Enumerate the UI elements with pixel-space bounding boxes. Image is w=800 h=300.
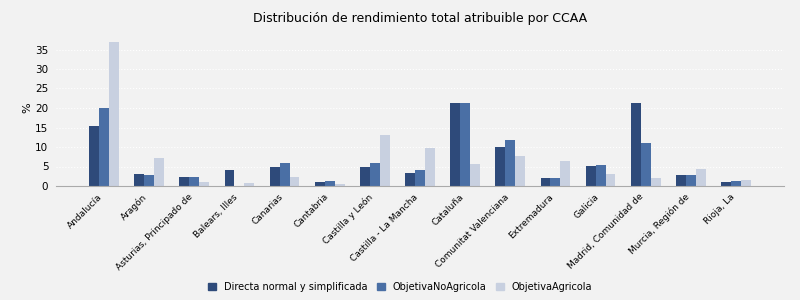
Bar	[450, 103, 460, 186]
Bar	[244, 183, 254, 186]
Bar	[460, 103, 470, 186]
Bar	[325, 181, 334, 186]
Bar	[696, 169, 706, 186]
Legend: Directa normal y simplificada, ObjetivaNoAgricola, ObjetivaAgricola: Directa normal y simplificada, ObjetivaN…	[208, 282, 592, 292]
Bar	[550, 178, 560, 186]
Bar	[144, 175, 154, 186]
Bar	[190, 177, 199, 186]
Bar	[731, 181, 741, 186]
Bar	[315, 182, 325, 186]
Bar	[89, 126, 99, 186]
Bar	[586, 166, 596, 186]
Bar	[686, 175, 696, 186]
Bar	[641, 143, 650, 186]
Bar	[541, 178, 550, 186]
Bar	[99, 108, 109, 186]
Bar	[650, 178, 661, 186]
Bar	[380, 135, 390, 186]
Bar	[225, 170, 234, 186]
Bar	[631, 103, 641, 186]
Bar	[506, 140, 515, 186]
Bar	[199, 182, 209, 186]
Bar	[515, 156, 525, 186]
Bar	[334, 184, 345, 186]
Bar	[280, 163, 290, 186]
Bar	[596, 165, 606, 186]
Bar	[470, 164, 480, 186]
Bar	[154, 158, 164, 186]
Bar	[179, 177, 190, 186]
Bar	[560, 161, 570, 186]
Bar	[495, 147, 506, 186]
Bar	[134, 174, 144, 186]
Bar	[676, 176, 686, 186]
Title: Distribución de rendimiento total atribuible por CCAA: Distribución de rendimiento total atribu…	[253, 12, 587, 25]
Bar	[741, 180, 751, 186]
Y-axis label: %: %	[22, 103, 32, 113]
Bar	[415, 170, 425, 186]
Bar	[425, 148, 435, 186]
Bar	[270, 167, 280, 186]
Bar	[370, 163, 380, 186]
Bar	[405, 173, 415, 186]
Bar	[606, 174, 615, 186]
Bar	[290, 177, 299, 186]
Bar	[360, 167, 370, 186]
Bar	[721, 182, 731, 186]
Bar	[109, 42, 119, 186]
